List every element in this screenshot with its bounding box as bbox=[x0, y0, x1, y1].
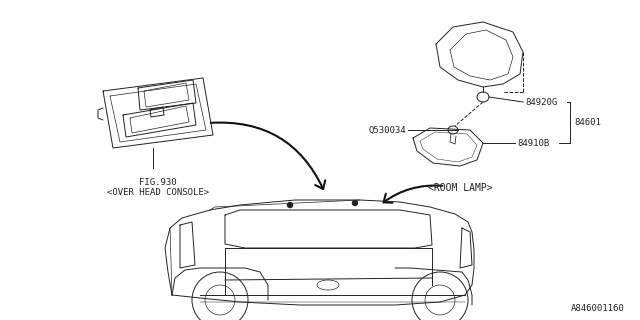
Text: <OVER HEAD CONSOLE>: <OVER HEAD CONSOLE> bbox=[107, 188, 209, 197]
Circle shape bbox=[287, 203, 292, 207]
Text: <ROOM LAMP>: <ROOM LAMP> bbox=[428, 183, 492, 193]
Text: 84910B: 84910B bbox=[517, 139, 549, 148]
FancyArrowPatch shape bbox=[383, 186, 442, 203]
FancyArrowPatch shape bbox=[211, 123, 325, 189]
Text: 84601: 84601 bbox=[574, 118, 601, 127]
Circle shape bbox=[353, 201, 358, 205]
Text: A846001160: A846001160 bbox=[572, 304, 625, 313]
Text: FIG.930: FIG.930 bbox=[139, 178, 177, 187]
Text: 84920G: 84920G bbox=[525, 98, 557, 107]
Text: Q530034: Q530034 bbox=[369, 125, 406, 134]
